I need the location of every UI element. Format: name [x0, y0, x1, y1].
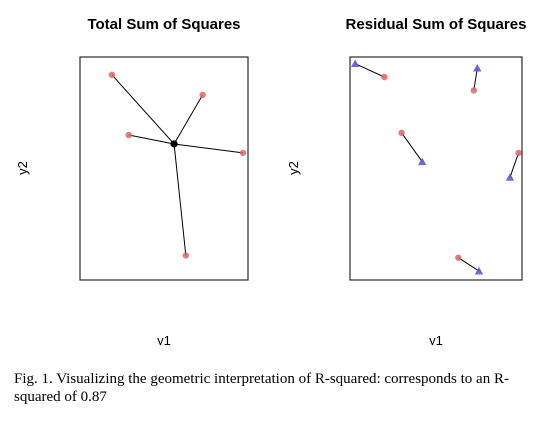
residual-segment	[401, 132, 423, 163]
deviation-segment	[173, 94, 204, 145]
observed-point	[108, 71, 116, 79]
residual-segment	[458, 257, 480, 272]
y-axis-label-residual: y2	[286, 161, 301, 175]
fitted-point	[505, 173, 515, 181]
observed-point	[125, 131, 132, 139]
y-axis-label-total: y2	[15, 161, 30, 175]
residual-segment	[509, 152, 520, 178]
observed-point	[470, 87, 478, 94]
figure: Total Sum of Squares y1 y2 Residual Sum …	[15, 16, 526, 345]
fitted-point	[418, 157, 427, 166]
chart-title-total: Total Sum of Squares	[87, 16, 240, 33]
deviation-segment	[174, 143, 244, 154]
observed-point	[381, 73, 388, 81]
observed-point	[398, 129, 405, 137]
observed-point	[199, 91, 206, 99]
residual-segment	[354, 63, 385, 78]
plot-frame-total	[79, 56, 249, 281]
observed-point	[182, 252, 190, 259]
observed-point	[239, 149, 247, 157]
plot-frame-residual	[349, 56, 523, 281]
x-axis-label-total: y1	[157, 333, 171, 345]
observed-point	[515, 149, 522, 157]
observed-point	[455, 254, 462, 261]
residual-segment	[473, 68, 478, 91]
plot-area-total	[108, 71, 247, 259]
deviation-segment	[173, 143, 187, 256]
centroid-point	[170, 140, 178, 148]
deviation-segment	[128, 134, 175, 145]
fitted-point	[474, 266, 484, 275]
panel-residual-sum-of-squares: Residual Sum of Squares y1 y2	[286, 16, 526, 345]
chart-title-residual: Residual Sum of Squares	[346, 16, 527, 33]
panel-total-sum-of-squares: Total Sum of Squares y1 y2	[15, 16, 249, 345]
deviation-segment	[111, 74, 175, 145]
figure-caption: Fig. 1. Visualizing the geometric interp…	[14, 371, 509, 405]
x-axis-label-residual: y1	[429, 333, 443, 345]
fitted-point	[473, 63, 482, 72]
plot-area-residual	[350, 59, 522, 275]
fitted-point	[350, 59, 360, 68]
